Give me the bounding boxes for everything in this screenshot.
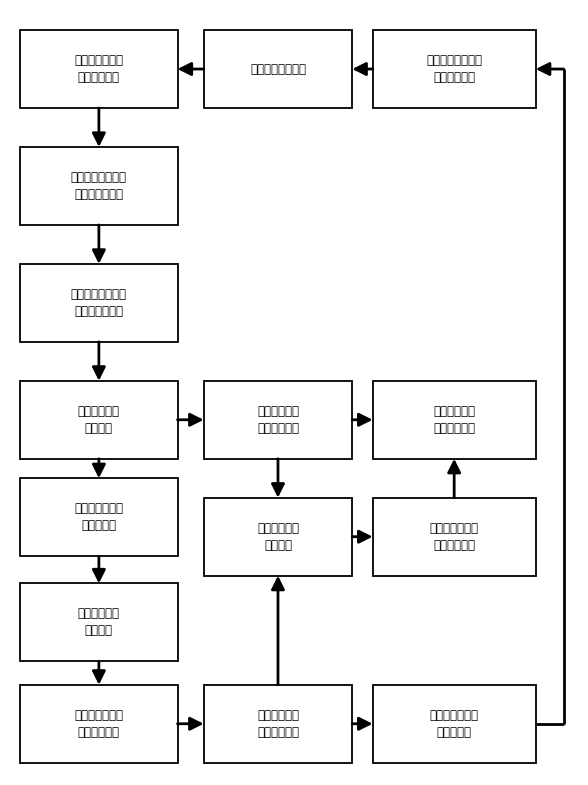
Bar [203,498,352,575]
Text: 系统故障专业
人员进行维护: 系统故障专业 人员进行维护 [433,405,475,435]
Bar [20,478,178,557]
Text: 现场恢复围栏杆
封闭完整性: 现场恢复围栏杆 封闭完整性 [430,709,479,739]
Bar [20,583,178,662]
Text: 系统发出相应
光电信号: 系统发出相应 光电信号 [78,608,120,637]
Text: 系统监视安全围
栏封闭完整性: 系统监视安全围 栏封闭完整性 [74,709,123,739]
Bar [373,498,536,575]
Text: 经电力电缆传输到
现场安全围栏杆: 经电力电缆传输到 现场安全围栏杆 [71,288,127,318]
Text: 操作人员登录系统: 操作人员登录系统 [250,63,306,75]
Text: 安全围栏按照指
令完成定位: 安全围栏按照指 令完成定位 [74,502,123,532]
Text: 执行控制系统
升降指令: 执行控制系统 升降指令 [78,405,120,435]
Bar [203,30,352,108]
Bar [20,685,178,763]
Text: 安全围栏控制
系统报警: 安全围栏控制 系统报警 [257,522,299,552]
Text: 运维人员对报警
原因进行检查: 运维人员对报警 原因进行检查 [430,522,479,552]
Bar [20,147,178,225]
Text: 安全围栏管理系统
正常运行状态: 安全围栏管理系统 正常运行状态 [426,54,482,84]
Text: 升降失灵信号
上报控制系统: 升降失灵信号 上报控制系统 [257,405,299,435]
Text: 点击需布置围栏
的围栏杆按钮: 点击需布置围栏 的围栏杆按钮 [74,54,123,84]
Bar [373,30,536,108]
Bar [20,264,178,341]
Bar [373,381,536,458]
Bar [20,30,178,108]
Bar [373,685,536,763]
Bar [203,685,352,763]
Text: 经光电转换器由光
信号转为电信号: 经光电转换器由光 信号转为电信号 [71,171,127,201]
Bar [20,381,178,458]
Text: 封闭性被破坏
上报控制系统: 封闭性被破坏 上报控制系统 [257,709,299,739]
Bar [203,381,352,458]
